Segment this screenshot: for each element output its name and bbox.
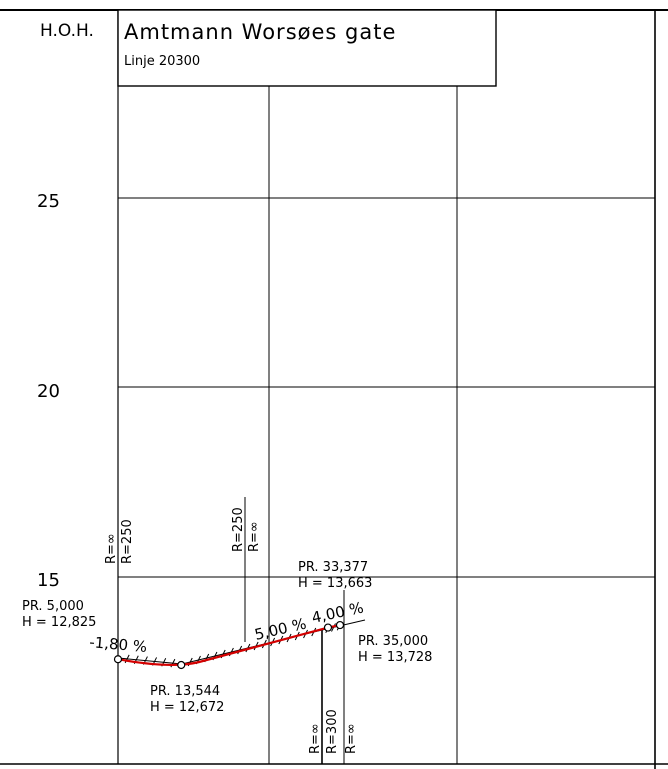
grade-hatching [124,622,342,668]
point-h-label-2: H = 12,672 [150,700,224,715]
curve-label-left-b: R=250 [120,519,135,564]
title-box [117,9,497,87]
point-pr-label-2: PR. 13,544 [150,684,220,699]
elevation-label-25: 25 [37,191,60,212]
tangent-left [117,657,183,665]
curve-label-mid-a: R=250 [231,507,246,552]
hoh-label: H.O.H. [40,21,94,41]
curve-label-right-a: R=∞ [308,723,323,754]
curve-label-mid-b: R=∞ [247,521,262,552]
frame [0,9,668,769]
profile-points [113,620,345,670]
profile-point-4 [335,620,345,630]
point-pr-label-4: PR. 35,000 [358,634,428,649]
curve-markers [117,497,345,764]
elevation-label-20: 20 [37,381,60,402]
point-h-label-3: H = 13,663 [298,576,372,591]
profile-point-2 [177,660,186,670]
curve-label-right-b: R=300 [325,709,340,754]
point-h-label-1: H = 12,825 [22,615,96,630]
curve-label-right-c: R=∞ [344,723,359,754]
curve-label-left-a: R=∞ [104,533,119,564]
point-h-label-4: H = 13,728 [358,650,432,665]
gradient-label-left: -1,80 % [89,633,148,656]
point-pr-label-1: PR. 5,000 [22,599,84,614]
drawing-subtitle: Linje 20300 [124,54,200,69]
profile-line [117,624,341,667]
profile-point-3 [323,623,333,632]
elevation-label-15: 15 [37,570,60,591]
profile-point-1 [113,655,123,664]
drawing-title: Amtmann Worsøes gate [124,20,396,44]
point-pr-label-3: PR. 33,377 [298,560,368,575]
